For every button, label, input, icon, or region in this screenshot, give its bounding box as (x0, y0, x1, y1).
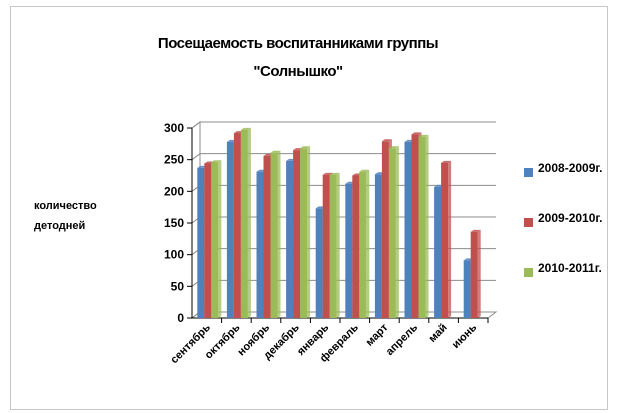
legend-label-series-2: 2009-2010г. (538, 211, 603, 225)
bar-2010-2011г.-март (388, 148, 396, 318)
bar-2010-2011г.-ноябрь (270, 152, 278, 318)
bar-side (477, 229, 481, 318)
gridline-depth (191, 121, 201, 129)
bar-2009-2010г.-октябрь (233, 133, 241, 318)
bar-side (336, 172, 340, 318)
bar-2009-2010г.-ноябрь (263, 155, 271, 318)
legend-label-series-3: 2010-2011г. (538, 261, 602, 275)
bar-2010-2011г.-февраль (359, 171, 367, 318)
legend-swatch-series-3 (524, 268, 533, 277)
bar-2008-2009г.-май (434, 186, 442, 318)
legend-label-series-1: 2008-2009г. (538, 161, 603, 175)
x-tick-label-8: май (426, 322, 449, 345)
bar-side (277, 150, 281, 318)
bar-2008-2009г.-октябрь (226, 141, 234, 318)
bar-top (329, 172, 340, 175)
bar-side (448, 160, 452, 318)
chart-title-line-2: "Солнышко" (253, 63, 343, 80)
bar-top (470, 229, 481, 232)
y-tick-label: 150 (164, 216, 184, 230)
bar-side (247, 127, 251, 319)
bar-top (211, 160, 222, 163)
legend-swatch-series-2 (524, 218, 533, 227)
bar-top (381, 139, 392, 142)
bar-2009-2010г.-февраль (352, 175, 360, 318)
bar-2010-2011г.-октябрь (240, 129, 248, 318)
bar-top (418, 134, 429, 137)
y-tick-label: 250 (164, 153, 184, 167)
chart-legend: 2008-2009г. 2009-2010г. 2010-2011г. (524, 158, 614, 308)
bar-2009-2010г.-апрель (411, 134, 419, 318)
bar-side (395, 146, 399, 318)
bar-side (366, 169, 370, 318)
bar-side (307, 146, 311, 318)
bar-2008-2009г.-апрель (404, 141, 412, 318)
bar-2008-2009г.-январь (315, 208, 323, 318)
bar-2008-2009г.-март (374, 174, 382, 318)
legend-item-series-3: 2010-2011г. (524, 258, 614, 308)
bar-2009-2010г.-июнь (470, 231, 478, 318)
y-axis-label: количество детодней (34, 200, 97, 232)
y-tick-label: 50 (171, 279, 185, 293)
bar-2010-2011г.-апрель (418, 136, 426, 318)
x-tick-label-6: март (364, 321, 391, 348)
y-tick-label: 300 (164, 121, 184, 135)
bar-2009-2010г.-сентябрь (204, 163, 212, 318)
bar-top (270, 150, 281, 153)
bar-2009-2010г.-март (381, 141, 389, 318)
x-tick-label-0: сентябрь (168, 321, 213, 366)
gridline-depth (191, 153, 201, 161)
bar-2010-2011г.-сентябрь (211, 162, 219, 318)
bar-top (441, 160, 452, 163)
bar-top (300, 146, 311, 149)
bar-2009-2010г.-май (441, 162, 449, 318)
bar-2009-2010г.-январь (322, 174, 330, 318)
y-tick-label: 100 (164, 248, 184, 262)
bar-2008-2009г.-сентябрь (197, 167, 205, 318)
bar-2009-2010г.-декабрь (293, 150, 301, 318)
bar-2008-2009г.-февраль (345, 183, 353, 318)
x-tick-label-9: июнь (450, 321, 480, 351)
legend-item-series-2: 2009-2010г. (524, 208, 614, 258)
bar-top (359, 169, 370, 172)
bar-top (411, 132, 422, 135)
x-tick-label-7: апрель (384, 321, 420, 357)
bar-top (388, 146, 399, 149)
legend-swatch-series-1 (524, 168, 533, 177)
bar-2008-2009г.-декабрь (286, 160, 294, 318)
y-tick-label: 0 (177, 311, 184, 325)
bar-2010-2011г.-январь (329, 174, 337, 318)
legend-item-series-1: 2008-2009г. (524, 158, 614, 208)
chart-title: Посещаемость воспитанниками группы "Солн… (0, 30, 596, 86)
chart-title-line-1: Посещаемость воспитанниками группы (157, 35, 439, 52)
bar-2008-2009г.-ноябрь (256, 171, 264, 318)
bar-top (240, 127, 251, 130)
bar-side (425, 134, 429, 318)
bar-2010-2011г.-декабрь (300, 148, 308, 318)
bar-2008-2009г.-июнь (463, 260, 471, 318)
y-tick-label: 200 (164, 184, 184, 198)
bar-side (218, 160, 222, 318)
bar-top (322, 172, 333, 175)
